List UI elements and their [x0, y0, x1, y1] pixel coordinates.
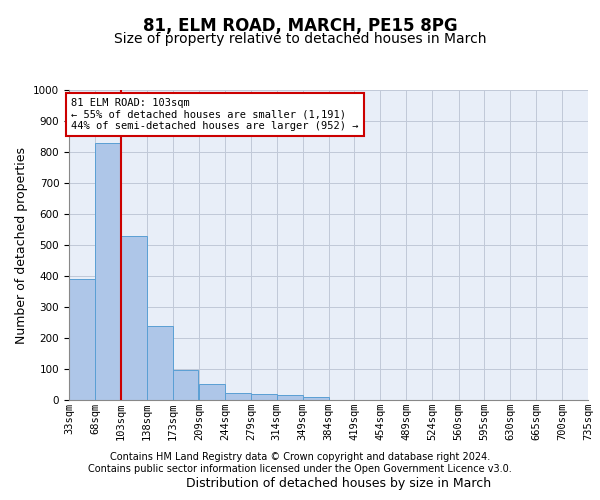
Bar — [277, 395, 302, 400]
Bar — [199, 384, 225, 400]
Bar — [173, 370, 199, 400]
Text: Contains public sector information licensed under the Open Government Licence v3: Contains public sector information licen… — [88, 464, 512, 474]
Text: Distribution of detached houses by size in March: Distribution of detached houses by size … — [187, 477, 491, 490]
Text: 81 ELM ROAD: 103sqm
← 55% of detached houses are smaller (1,191)
44% of semi-det: 81 ELM ROAD: 103sqm ← 55% of detached ho… — [71, 98, 359, 131]
Bar — [95, 142, 121, 400]
Bar — [69, 279, 95, 400]
Y-axis label: Number of detached properties: Number of detached properties — [14, 146, 28, 344]
Bar — [302, 396, 329, 400]
Bar — [225, 393, 251, 400]
Text: 81, ELM ROAD, MARCH, PE15 8PG: 81, ELM ROAD, MARCH, PE15 8PG — [143, 18, 457, 36]
Text: Contains HM Land Registry data © Crown copyright and database right 2024.: Contains HM Land Registry data © Crown c… — [110, 452, 490, 462]
Bar — [146, 326, 173, 400]
Text: Size of property relative to detached houses in March: Size of property relative to detached ho… — [114, 32, 486, 46]
Bar — [251, 394, 277, 400]
Bar — [121, 236, 146, 400]
